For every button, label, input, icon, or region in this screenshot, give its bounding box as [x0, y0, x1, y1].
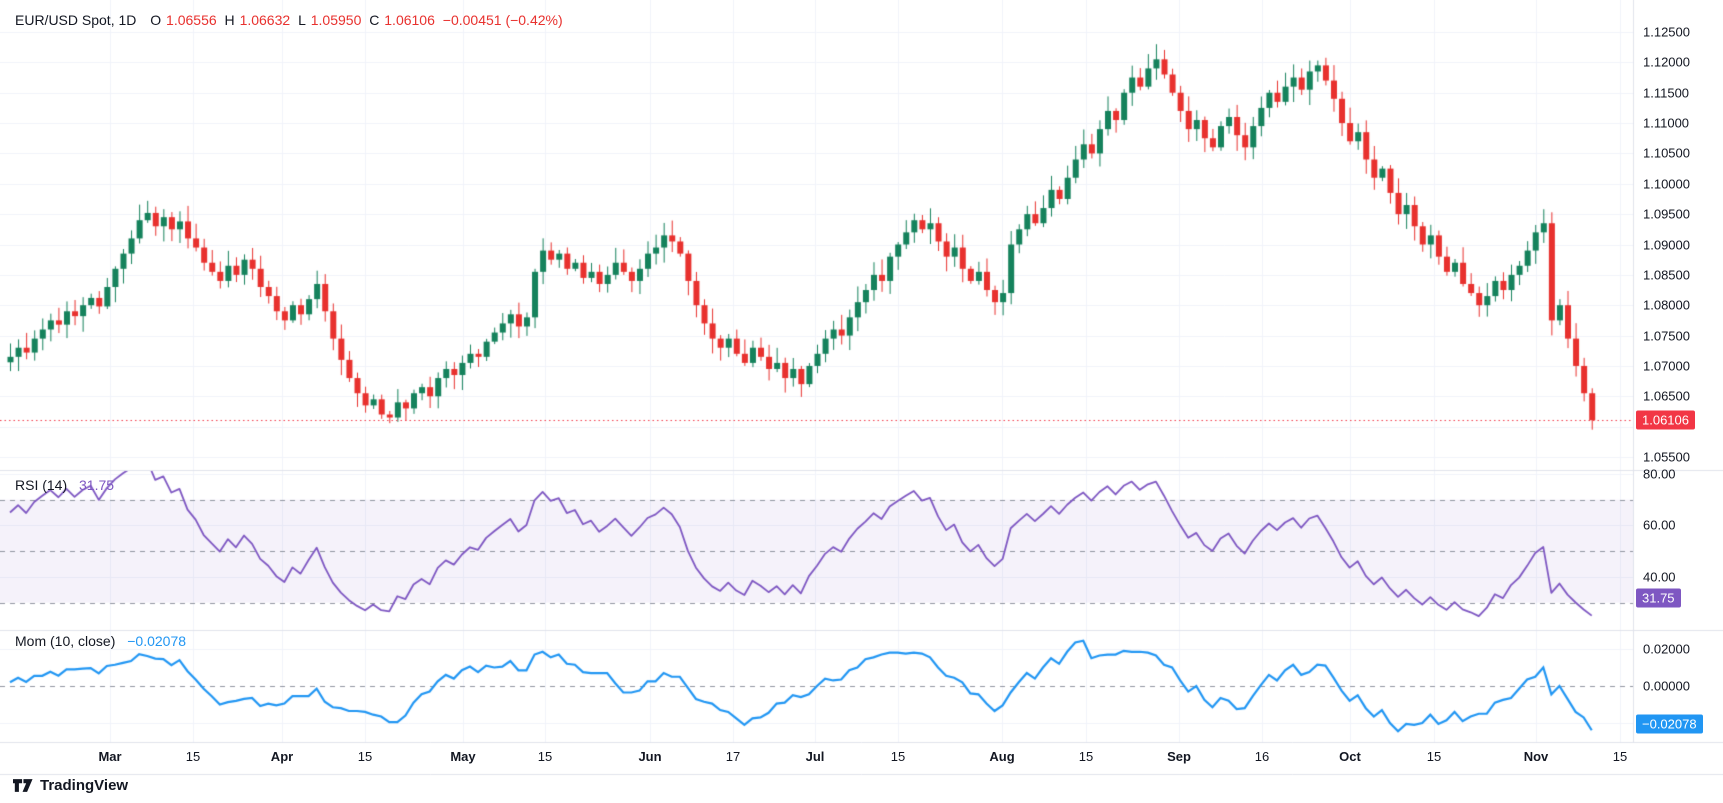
time-axis-label: Sep — [1167, 749, 1191, 764]
momentum-indicator-legend[interactable]: Mom (10, close) −0.02078 — [15, 633, 186, 649]
open-label: O — [150, 12, 162, 28]
time-axis-label: 15 — [1426, 749, 1442, 764]
rsi-value: 31.75 — [79, 477, 115, 493]
time-axis-label: 15 — [1612, 749, 1628, 764]
momentum-axis-label: 0.00000 — [1643, 678, 1690, 694]
time-axis-label: Mar — [98, 749, 122, 764]
time-axis-label: 16 — [1254, 749, 1270, 764]
time-axis-label: 15 — [537, 749, 553, 764]
high-value: 1.06632 — [239, 12, 291, 28]
time-axis-label: 17 — [725, 749, 741, 764]
price-axis-label: 1.12000 — [1643, 54, 1690, 70]
momentum-axis-label: 0.02000 — [1643, 641, 1690, 657]
time-axis-label: 15 — [185, 749, 201, 764]
time-axis-label: Apr — [270, 749, 294, 764]
open-value: 1.06556 — [166, 12, 217, 28]
price-axis-label: 1.11000 — [1643, 115, 1690, 131]
momentum-value-badge: −0.02078 — [1636, 714, 1703, 734]
momentum-label: Mom (10, close) — [15, 633, 116, 649]
time-axis-label: Jun — [638, 749, 662, 764]
momentum-value: −0.02078 — [127, 633, 187, 649]
time-axis-label: 15 — [357, 749, 373, 764]
time-axis-label: 15 — [1078, 749, 1094, 764]
time-axis-label: Nov — [1523, 749, 1549, 764]
last-price-badge: 1.06106 — [1636, 410, 1695, 430]
rsi-axis-label: 60.00 — [1643, 517, 1676, 533]
symbol-title[interactable]: EUR/USD Spot, 1D — [15, 12, 137, 28]
rsi-axis-label: 40.00 — [1643, 569, 1676, 585]
rsi-indicator-legend[interactable]: RSI (14) 31.75 — [15, 477, 114, 493]
time-axis-label: Oct — [1339, 749, 1361, 764]
symbol-legend: EUR/USD Spot, 1D O 1.06556 H 1.06632 L 1… — [15, 12, 567, 28]
time-axis-label: Jul — [805, 749, 825, 764]
close-value: 1.06106 — [384, 12, 435, 28]
time-axis-label: May — [450, 749, 476, 764]
price-axis-label: 1.09000 — [1643, 237, 1690, 252]
price-axis-label: 1.10000 — [1643, 176, 1690, 192]
price-axis-label: 1.12500 — [1643, 24, 1690, 40]
price-axis-label: 1.11500 — [1643, 85, 1690, 101]
price-axis-label: 1.10500 — [1643, 145, 1690, 161]
price-axis-label: 1.06500 — [1643, 388, 1690, 404]
low-value: 1.05950 — [310, 12, 362, 28]
price-axis-label: 1.07500 — [1643, 328, 1690, 344]
time-axis-label: 15 — [890, 749, 906, 764]
low-label: L — [298, 12, 306, 28]
price-axis-label: 1.07000 — [1643, 358, 1690, 374]
price-axis-label: 1.09500 — [1643, 206, 1690, 222]
rsi-value-badge: 31.75 — [1636, 588, 1681, 608]
time-axis-label: Aug — [989, 749, 1015, 764]
change-value: −0.00451 (−0.42%) — [442, 12, 563, 28]
close-label: C — [369, 12, 380, 28]
price-axis-label: 1.08500 — [1643, 267, 1690, 283]
rsi-axis-label: 80.00 — [1643, 466, 1676, 482]
high-label: H — [224, 12, 235, 28]
tradingview-logo[interactable]: TradingView — [13, 777, 128, 794]
rsi-label: RSI (14) — [15, 477, 68, 493]
time-axis[interactable]: Mar 15 Apr 15 May 15 Jun 17 Jul 15 Aug 15 Sep 16 Oct 15… — [0, 742, 1633, 774]
tradingview-logo-icon — [13, 779, 33, 792]
price-axis-label: 1.08000 — [1643, 297, 1690, 313]
tradingview-logo-text: TradingView — [40, 777, 129, 794]
price-axis-label: 1.05500 — [1643, 449, 1690, 465]
